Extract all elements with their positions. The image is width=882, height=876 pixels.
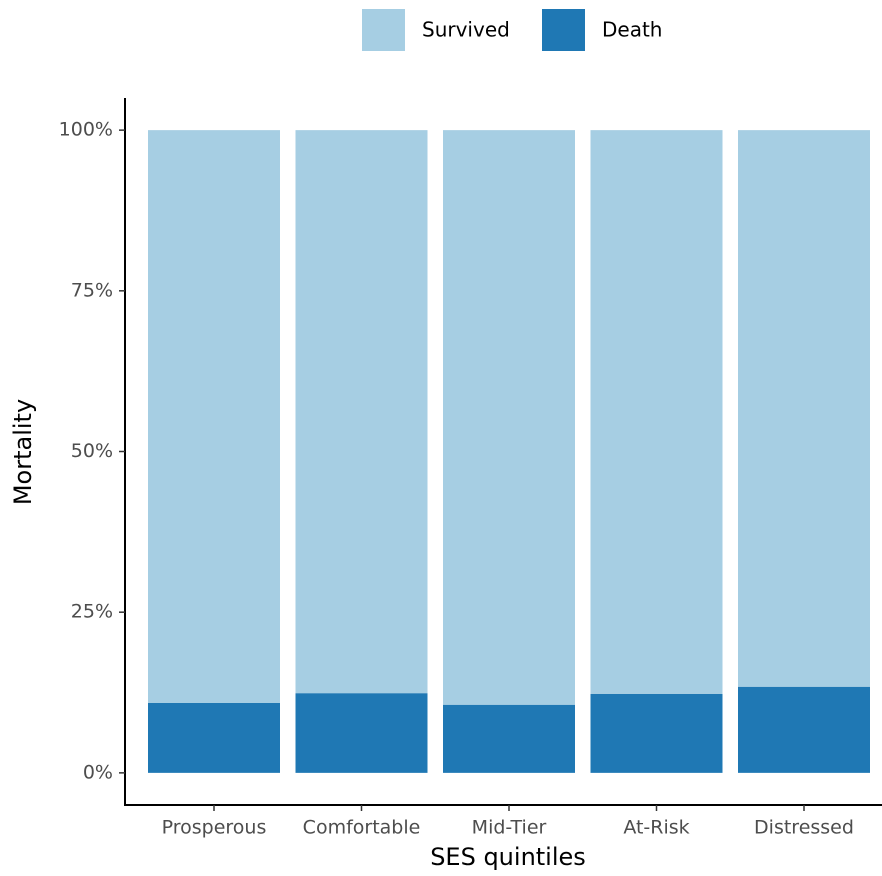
legend-swatch [362,9,405,51]
y-tick-label: 100% [59,119,113,141]
legend-label: Death [602,18,662,42]
bar-segment [738,130,870,687]
y-tick-label: 0% [83,761,113,783]
bar-segment [148,702,280,773]
legend-swatch [542,9,585,51]
bar-segment [443,704,575,773]
x-axis-title: SES quintiles [430,843,586,871]
y-tick-label: 75% [71,279,113,301]
bar-segment [590,130,723,694]
x-tick-label: Comfortable [303,817,421,839]
y-tick-label: 25% [71,601,113,623]
x-tick-label: Prosperous [162,817,267,839]
x-tick-label: At-Risk [623,817,689,839]
bar-segment [738,686,870,773]
bar-segment [590,693,723,773]
bar-segment [148,130,280,703]
x-tick-label: Distressed [754,817,854,839]
bar-segment [295,693,428,773]
legend-label: Survived [422,18,510,42]
bar-segment [443,130,575,705]
y-axis-title: Mortality [9,399,37,505]
x-tick-label: Mid-Tier [472,817,547,839]
y-tick-label: 50% [71,440,113,462]
bar-segment [295,130,428,694]
